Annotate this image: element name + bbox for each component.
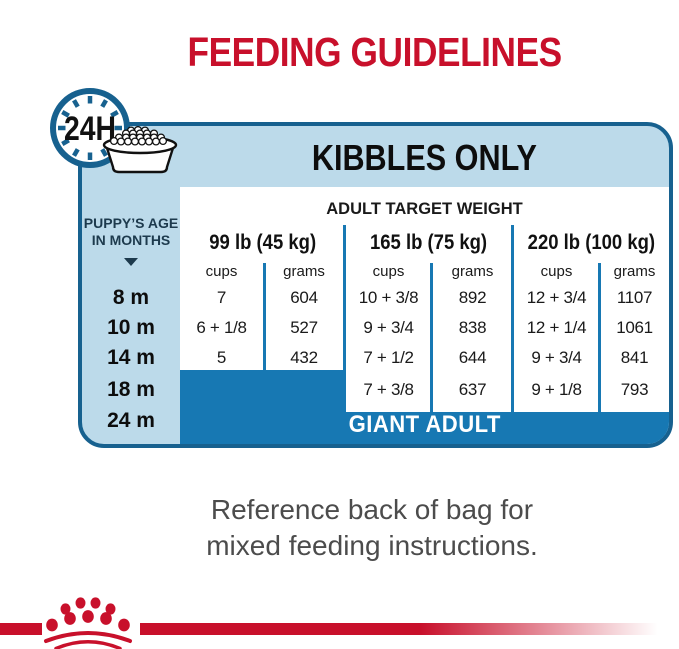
table-cell: 7 + 3/8 <box>363 380 414 399</box>
table-cell: 1107 <box>616 288 653 307</box>
unit-header: cups <box>540 263 573 280</box>
panel-heading: KIBBLES ONLY <box>311 137 538 178</box>
kibble-bowl-icon <box>102 126 178 174</box>
age-row-label: 8 m <box>112 286 150 309</box>
table-cell: 12 + 1/4 <box>526 318 587 337</box>
table-cell: 1061 <box>616 318 653 337</box>
table-cell: 793 <box>620 380 649 399</box>
table-cell: 892 <box>458 288 487 307</box>
table-cell: 7 <box>216 288 227 307</box>
unit-header: grams <box>283 263 325 280</box>
age-row-label: 14 m <box>107 346 155 369</box>
table-cell: 841 <box>620 348 649 367</box>
table-cell: 5 <box>216 348 227 367</box>
brand-band-left <box>0 623 42 635</box>
table-cell: 9 + 3/4 <box>531 348 582 367</box>
table-cell: 432 <box>290 348 318 367</box>
table-cell: 9 + 1/8 <box>531 380 582 399</box>
footnote: Reference back of bag for mixed feeding … <box>65 492 679 564</box>
column-divider <box>430 263 433 412</box>
age-row-label: 10 m <box>107 316 155 339</box>
unit-header: cups <box>205 263 238 280</box>
footnote-line1: Reference back of bag for <box>210 494 534 525</box>
footnote-line2: mixed feeding instructions. <box>206 530 538 561</box>
table-cell: 604 <box>290 288 318 307</box>
age-row-label: 24 m <box>107 409 155 432</box>
column-divider <box>598 263 601 412</box>
adult-target-weight-header: ADULT TARGET WEIGHT <box>326 200 523 218</box>
table-cell: 10 + 3/8 <box>358 288 419 307</box>
table-cell: 527 <box>290 318 318 337</box>
giant-adult-label: GIANT ADULT <box>348 411 501 438</box>
weight-column-header: 99 lb (45 kg) <box>209 231 316 254</box>
feeding-table-panel: KIBBLES ONLY ADULT TARGET WEIGHT 99 lb (… <box>78 122 673 448</box>
table-cell: 9 + 3/4 <box>363 318 414 337</box>
brand-band-right <box>140 623 679 635</box>
column-divider <box>263 263 266 370</box>
table-cell: 637 <box>458 380 487 399</box>
unit-header: grams <box>451 263 494 280</box>
table-cell: 838 <box>458 318 487 337</box>
column-divider <box>511 225 514 412</box>
table-white-area-165-220lb <box>345 187 669 412</box>
age-row-label: 18 m <box>107 378 155 401</box>
age-column-header: PUPPY’S AGE IN MONTHS <box>83 215 179 248</box>
table-cell: 6 + 1/8 <box>196 318 247 337</box>
table-white-area-99lb <box>180 187 345 370</box>
down-triangle-icon <box>124 258 138 266</box>
table-cell: 7 + 1/2 <box>363 348 414 367</box>
unit-header: grams <box>613 263 656 280</box>
royal-canin-crown-logo <box>44 597 132 649</box>
weight-column-header: 220 lb (100 kg) <box>527 231 655 254</box>
weight-column-header: 165 lb (75 kg) <box>370 231 488 254</box>
unit-header: cups <box>372 263 405 280</box>
table-cell: 12 + 3/4 <box>526 288 587 307</box>
column-divider <box>343 225 346 412</box>
table-cell: 644 <box>458 348 487 367</box>
page-title-text: FEEDING GUIDELINES <box>187 29 563 76</box>
page-title: FEEDING GUIDELINES <box>75 29 675 75</box>
